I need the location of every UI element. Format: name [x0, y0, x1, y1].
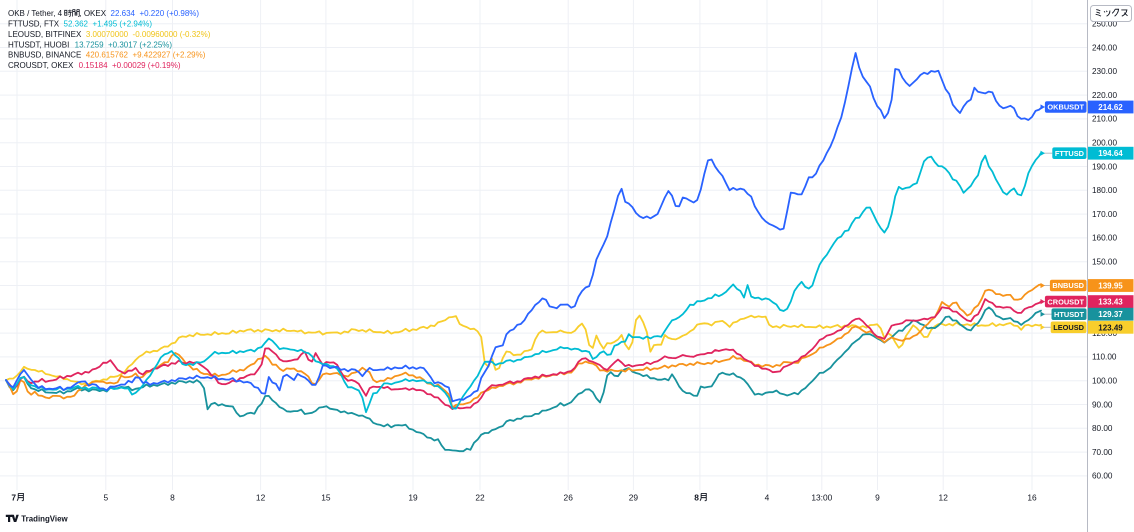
svg-text:129.37: 129.37 [1098, 310, 1123, 319]
svg-text:, OKEX: , OKEX [79, 9, 106, 18]
svg-text:22.634 +0.220 (+0.98%): 22.634 +0.220 (+0.98%) [106, 9, 199, 18]
svg-text:HTUSDT: HTUSDT [1054, 310, 1084, 319]
svg-text:123.49: 123.49 [1098, 323, 1123, 332]
svg-text:0.15184 +0.00029 (+0.19%): 0.15184 +0.00029 (+0.19%) [74, 61, 181, 70]
svg-text:250.00: 250.00 [1092, 20, 1117, 29]
svg-text:FTTUSD, FTX: FTTUSD, FTX [8, 20, 60, 29]
svg-text:LEOUSD: LEOUSD [1053, 323, 1084, 332]
svg-text:8: 8 [694, 493, 699, 503]
svg-text:BNBUSD, BINANCE: BNBUSD, BINANCE [8, 51, 81, 60]
svg-text:29: 29 [629, 493, 639, 503]
svg-text:13.7259 +0.3017 (+2.25%): 13.7259 +0.3017 (+2.25%) [70, 40, 172, 49]
svg-text:420.615762 +9.422927 (+2.29%): 420.615762 +9.422927 (+2.29%) [81, 51, 205, 60]
svg-text:FTTUSD: FTTUSD [1055, 149, 1085, 158]
svg-text:170.00: 170.00 [1092, 210, 1117, 219]
svg-text:214.62: 214.62 [1098, 103, 1123, 112]
svg-text:150.00: 150.00 [1092, 258, 1117, 267]
svg-text:19: 19 [408, 493, 418, 503]
svg-text:100.00: 100.00 [1092, 377, 1117, 386]
svg-text:12: 12 [939, 493, 949, 503]
svg-text:CROUSDT, OKEX: CROUSDT, OKEX [8, 61, 74, 70]
svg-text:220.00: 220.00 [1092, 91, 1117, 100]
svg-text:4: 4 [765, 493, 770, 503]
svg-text:15: 15 [321, 493, 331, 503]
svg-text:230.00: 230.00 [1092, 67, 1117, 76]
svg-text:190.00: 190.00 [1092, 162, 1117, 171]
svg-text:60.00: 60.00 [1092, 472, 1113, 481]
svg-text:16: 16 [1027, 493, 1037, 503]
svg-text:194.64: 194.64 [1098, 149, 1123, 158]
svg-text:7: 7 [11, 493, 16, 503]
svg-text:133.43: 133.43 [1098, 298, 1123, 307]
svg-text:22: 22 [475, 493, 485, 503]
svg-text:HTUSDT, HUOBI: HTUSDT, HUOBI [8, 40, 69, 49]
svg-text:90.00: 90.00 [1092, 400, 1113, 409]
svg-text:LEOUSD, BITFINEX: LEOUSD, BITFINEX [8, 30, 82, 39]
svg-text:70.00: 70.00 [1092, 448, 1113, 457]
svg-text:OKBUSDT: OKBUSDT [1047, 103, 1084, 112]
svg-text:160.00: 160.00 [1092, 234, 1117, 243]
svg-text:8: 8 [170, 493, 175, 503]
svg-text:26: 26 [564, 493, 574, 503]
svg-text:3.00070000 -0.00960000 (-0.32: 3.00070000 -0.00960000 (-0.32%) [81, 30, 210, 39]
svg-text:TradingView: TradingView [21, 515, 68, 524]
svg-text:240.00: 240.00 [1092, 43, 1117, 52]
svg-text:12: 12 [256, 493, 266, 503]
svg-text:13:00: 13:00 [811, 493, 832, 503]
svg-text:200.00: 200.00 [1092, 139, 1117, 148]
svg-text:CROUSDT: CROUSDT [1047, 297, 1084, 306]
svg-text:110.00: 110.00 [1092, 353, 1117, 362]
svg-text:180.00: 180.00 [1092, 186, 1117, 195]
svg-text:BNBUSD: BNBUSD [1052, 281, 1084, 290]
svg-text:139.95: 139.95 [1098, 282, 1123, 291]
svg-text:80.00: 80.00 [1092, 424, 1113, 433]
svg-text:5: 5 [103, 493, 108, 503]
svg-text:OKB / Tether, 4: OKB / Tether, 4 [8, 9, 63, 18]
svg-text:52.362 +1.495 (+2.94%): 52.362 +1.495 (+2.94%) [59, 20, 152, 29]
svg-text:210.00: 210.00 [1092, 115, 1117, 124]
svg-text:9: 9 [875, 493, 880, 503]
